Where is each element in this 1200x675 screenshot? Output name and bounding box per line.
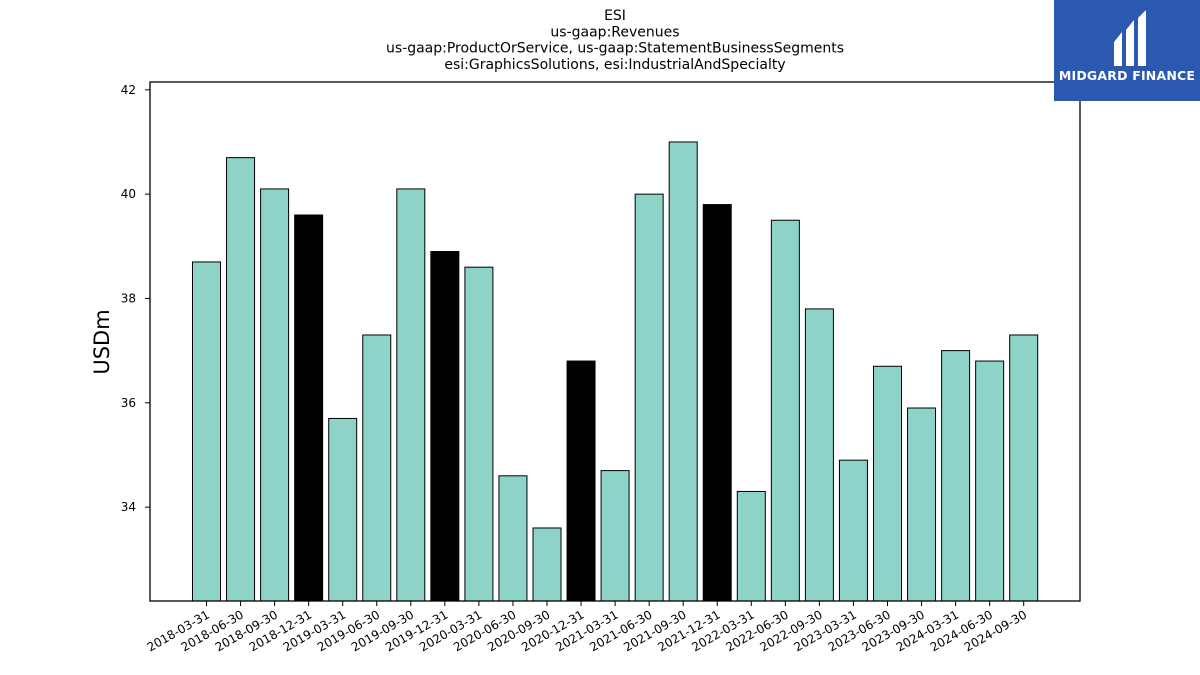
bar-2018-06-30 xyxy=(226,157,256,602)
bar-2023-06-30 xyxy=(873,365,902,602)
bar-2022-06-30 xyxy=(770,219,800,602)
bar-2019-12-31 xyxy=(430,251,460,602)
chart-title-line: esi:GraphicsSolutions, esi:IndustrialAnd… xyxy=(444,57,785,73)
bar-2024-06-30 xyxy=(975,360,1005,602)
bar-2019-06-30 xyxy=(362,334,392,602)
bar-2022-09-30 xyxy=(804,308,834,602)
y-tick-label: 38 xyxy=(121,291,136,305)
bar-2023-03-31 xyxy=(838,459,868,602)
bar-2021-12-31 xyxy=(702,204,732,602)
logo-mark-icon xyxy=(1114,10,1146,66)
bar-2018-12-31 xyxy=(294,214,324,602)
bar-2020-09-30 xyxy=(532,527,562,602)
bar-2024-03-31 xyxy=(941,350,971,602)
bar-2018-03-31 xyxy=(192,261,221,602)
bar-2023-09-30 xyxy=(907,407,937,602)
bar-2024-09-30 xyxy=(1009,334,1039,602)
y-tick-label: 36 xyxy=(121,396,136,410)
bar-2022-03-31 xyxy=(736,490,766,602)
bar-2021-03-31 xyxy=(600,470,630,602)
bar-2019-03-31 xyxy=(328,417,358,602)
bar-2020-12-31 xyxy=(566,360,596,602)
y-tick-label: 42 xyxy=(121,83,136,97)
y-tick-label: 34 xyxy=(121,500,136,514)
x-axis-ticks: 2018-03-312018-06-302018-09-302018-12-31… xyxy=(145,601,1029,654)
y-axis-ticks: 34 36 38 40 42 xyxy=(121,83,150,514)
chart-title-line: us-gaap:ProductOrService, us-gaap:Statem… xyxy=(386,41,844,57)
chart-title-line: us-gaap:Revenues xyxy=(550,24,679,40)
bar-2021-06-30 xyxy=(634,193,664,602)
logo-text: MIDGARD FINANCE xyxy=(1058,68,1196,83)
midgard-finance-logo: MIDGARD FINANCE xyxy=(1054,0,1200,101)
y-tick-label: 40 xyxy=(121,187,136,201)
plot-frame xyxy=(149,81,1081,602)
y-axis-label: USDm xyxy=(90,309,114,374)
chart-title: ESIus-gaap:Revenuesus-gaap:ProductOrServ… xyxy=(386,8,844,73)
bar-2020-06-30 xyxy=(498,475,528,602)
bar-2020-03-31 xyxy=(464,266,494,602)
bars xyxy=(192,141,1039,602)
bar-2021-09-30 xyxy=(668,141,698,602)
bar-2018-09-30 xyxy=(260,188,290,602)
chart-title-line: ESI xyxy=(604,8,626,24)
bar-2019-09-30 xyxy=(396,188,426,602)
